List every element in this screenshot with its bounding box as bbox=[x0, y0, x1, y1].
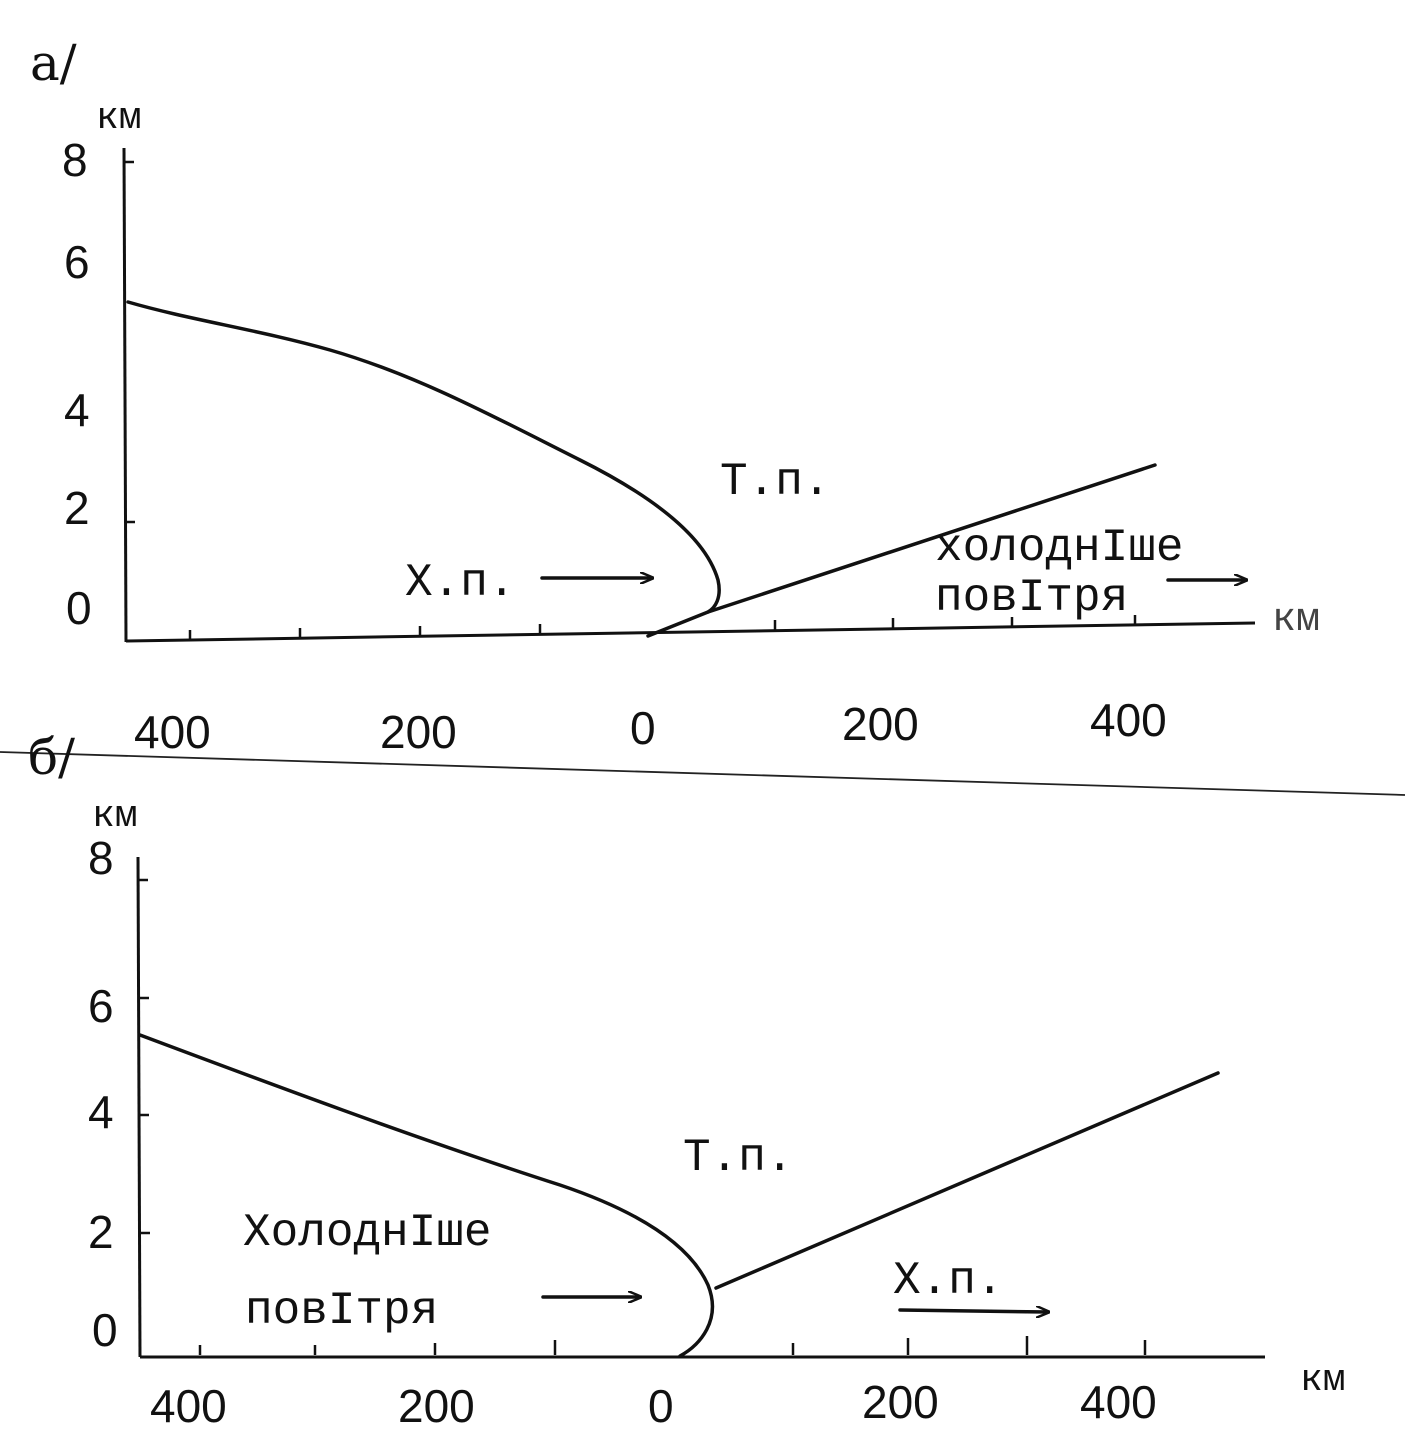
panel-b-label: б/ bbox=[28, 728, 75, 786]
panel-b-x-tick: 0 bbox=[648, 1380, 674, 1432]
panel-a-x-axis bbox=[125, 621, 1256, 643]
panel-a-y-tick: 2 bbox=[64, 482, 90, 534]
panel-a-x-unit: км bbox=[1272, 598, 1320, 643]
panel-a-warm-air-label: Т.п. bbox=[720, 456, 830, 508]
panel-b-y-tick: 2 bbox=[88, 1206, 114, 1258]
panel-b-x-unit: км bbox=[1300, 1359, 1346, 1402]
panel-b-cold-air-label: Х.п. bbox=[893, 1255, 1003, 1307]
panel-a-y-axis bbox=[122, 147, 128, 643]
panel-b-x-tick: 400 bbox=[1080, 1376, 1157, 1428]
panel-b-y-unit: км bbox=[92, 795, 138, 838]
panel-b-upper-front-curve bbox=[138, 1033, 715, 1358]
panel-a-y-unit: км bbox=[96, 97, 142, 140]
panel-a-x-tick: 200 bbox=[842, 698, 919, 750]
panel-a-x-tick: 400 bbox=[1090, 694, 1167, 746]
panel-a-colder-air-line1: холоднIше bbox=[935, 522, 1183, 574]
panel-b-colder-air-line1: ХолоднIше bbox=[243, 1207, 491, 1259]
panel-a-y-tick: 8 bbox=[62, 134, 88, 186]
panel-a-y-tick: 4 bbox=[64, 384, 90, 436]
panel-divider bbox=[0, 751, 1405, 796]
panel-b-colder-air-line2: повIтря bbox=[245, 1285, 438, 1337]
panel-a: а/ км 8 6 4 2 0 400 200 0 200 400 bbox=[30, 34, 1320, 758]
panel-b-front-line bbox=[714, 1071, 1220, 1290]
panel-a-upper-front-curve bbox=[126, 300, 721, 614]
panel-b-warm-air-label: Т.п. bbox=[683, 1132, 793, 1184]
panel-b-y-tick: 6 bbox=[88, 980, 114, 1032]
panel-a-x-tick: 400 bbox=[134, 706, 211, 758]
panel-b-x-tick: 200 bbox=[398, 1380, 475, 1432]
panel-b-y-tick: 8 bbox=[88, 832, 114, 884]
panel-b-y-tick: 4 bbox=[88, 1086, 114, 1138]
panel-b-x-tick-marks bbox=[198, 1336, 1147, 1355]
panel-a-x-tick: 200 bbox=[380, 706, 457, 758]
panel-b-x-tick: 200 bbox=[862, 1376, 939, 1428]
panel-a-x-tick: 0 bbox=[630, 702, 656, 754]
panel-b: б/ км 8 6 4 2 0 400 200 0 200 bbox=[28, 728, 1346, 1432]
panel-a-front-line bbox=[646, 463, 1157, 638]
panel-a-cold-air-label: Х.п. bbox=[405, 557, 515, 609]
panel-b-cold-air-arrow bbox=[898, 1310, 1048, 1312]
panel-b-y-axis bbox=[136, 856, 142, 1358]
panel-a-x-tick-marks bbox=[188, 615, 1137, 639]
panel-a-label: а/ bbox=[30, 34, 77, 92]
panel-a-colder-air-line2: повIтря bbox=[935, 572, 1128, 624]
panel-b-x-tick: 400 bbox=[150, 1380, 227, 1432]
panel-a-y-tick: 6 bbox=[64, 236, 90, 288]
panel-a-y-tick: 0 bbox=[66, 582, 92, 634]
panel-b-y-tick: 0 bbox=[92, 1304, 118, 1356]
